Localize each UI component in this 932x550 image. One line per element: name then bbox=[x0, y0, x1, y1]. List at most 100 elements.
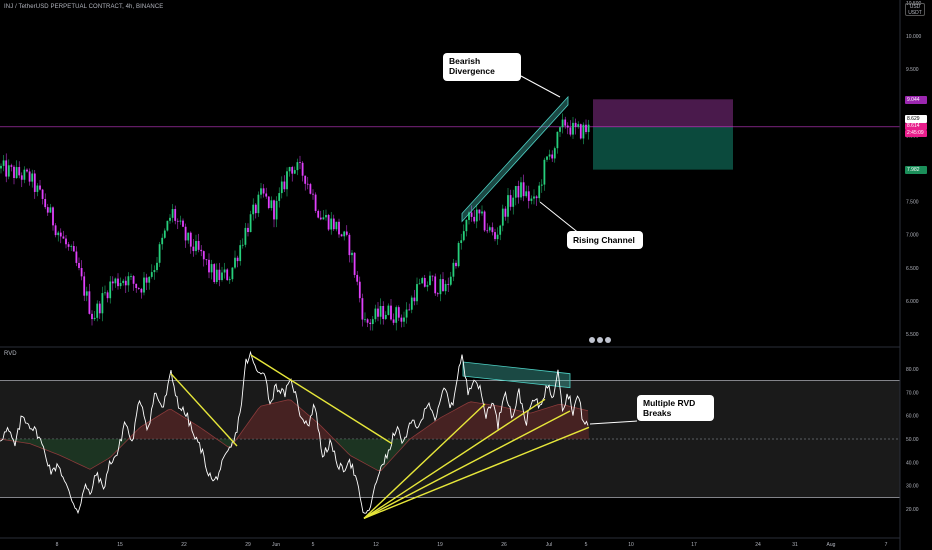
candle bbox=[546, 156, 548, 160]
event-icon[interactable] bbox=[597, 337, 603, 343]
candle bbox=[106, 292, 109, 299]
target-zone[interactable] bbox=[593, 99, 733, 127]
candle bbox=[20, 175, 23, 180]
candle bbox=[153, 270, 156, 273]
multiple-rvd-breaks-line1: Multiple RVD bbox=[643, 398, 696, 408]
candle bbox=[356, 274, 359, 282]
candle bbox=[104, 292, 106, 294]
candle bbox=[421, 278, 424, 284]
candle bbox=[587, 124, 590, 133]
current-price-tag: 8.614 bbox=[905, 123, 927, 130]
price-tick-label: 7.500 bbox=[906, 200, 919, 206]
rvd-tick-label: 60.00 bbox=[906, 414, 919, 420]
candle bbox=[332, 218, 335, 230]
candle bbox=[226, 269, 229, 281]
candle bbox=[566, 125, 569, 128]
candle bbox=[26, 169, 28, 172]
time-tick-label: 7 bbox=[885, 542, 888, 548]
event-icon[interactable] bbox=[605, 337, 611, 343]
time-tick-label: 5 bbox=[312, 542, 315, 548]
currency-badge[interactable]: USD USDT bbox=[905, 3, 925, 16]
rvd-tick-label: 40.00 bbox=[906, 460, 919, 466]
candle bbox=[379, 306, 382, 317]
candle bbox=[452, 262, 455, 277]
candle bbox=[322, 217, 325, 220]
candle bbox=[124, 280, 127, 286]
candle bbox=[254, 204, 257, 214]
candle bbox=[520, 182, 522, 198]
candle bbox=[83, 276, 86, 296]
candle bbox=[416, 284, 418, 302]
rvd-trendline[interactable] bbox=[363, 398, 546, 519]
candle bbox=[418, 283, 421, 285]
candle bbox=[351, 252, 353, 256]
candle bbox=[436, 293, 439, 295]
bearish-divergence-callout: Bearish Divergence bbox=[443, 53, 521, 81]
rising-channel[interactable] bbox=[461, 95, 569, 223]
candle bbox=[267, 196, 270, 209]
rvd-tick-label: 20.00 bbox=[906, 507, 919, 513]
candle bbox=[189, 232, 192, 247]
candle bbox=[80, 268, 83, 277]
candle bbox=[304, 175, 307, 184]
price-tick-label: 7.000 bbox=[906, 233, 919, 239]
candle bbox=[561, 119, 564, 128]
candle bbox=[306, 183, 309, 185]
rvd-line bbox=[0, 350, 589, 515]
rvd-pane[interactable] bbox=[0, 350, 900, 519]
candle bbox=[5, 160, 8, 177]
candle bbox=[434, 276, 437, 294]
candle bbox=[249, 214, 252, 233]
candle bbox=[444, 283, 447, 292]
rvd-channel[interactable] bbox=[462, 361, 571, 389]
last-price-tag: 8.629 bbox=[905, 115, 927, 123]
candle bbox=[223, 269, 226, 273]
rvd-trendline[interactable] bbox=[363, 410, 571, 519]
candle bbox=[559, 127, 561, 132]
candle bbox=[234, 257, 236, 268]
candle bbox=[130, 276, 132, 277]
candle bbox=[270, 200, 273, 209]
candle bbox=[13, 166, 15, 179]
candle bbox=[62, 236, 65, 239]
candle bbox=[114, 278, 117, 284]
time-tick-label: 10 bbox=[628, 542, 634, 548]
candle bbox=[205, 259, 208, 261]
candle bbox=[564, 119, 567, 126]
rvd-tick-label: 30.00 bbox=[906, 484, 919, 490]
multiple-rvd-breaks-callout: Multiple RVD Breaks bbox=[637, 395, 714, 421]
candle bbox=[481, 211, 483, 214]
candle bbox=[140, 288, 143, 293]
candle bbox=[494, 232, 496, 240]
candle bbox=[148, 276, 151, 283]
candle bbox=[504, 208, 507, 217]
candle bbox=[340, 234, 343, 237]
rvd-trendline[interactable] bbox=[170, 373, 238, 447]
candle bbox=[353, 252, 356, 275]
candle bbox=[200, 249, 203, 252]
candle bbox=[202, 251, 205, 260]
candle bbox=[57, 232, 60, 236]
time-tick-label: 24 bbox=[755, 542, 761, 548]
candle bbox=[309, 184, 312, 194]
rvd-trendline[interactable] bbox=[363, 426, 590, 519]
candle bbox=[257, 194, 260, 214]
time-tick-label: 22 bbox=[181, 542, 187, 548]
rvd-trendline[interactable] bbox=[250, 354, 393, 445]
rvd-indicator-label[interactable]: RVD bbox=[4, 351, 17, 357]
candle bbox=[0, 165, 2, 169]
candle bbox=[314, 194, 317, 211]
candle bbox=[96, 303, 99, 318]
candle bbox=[247, 227, 249, 233]
candle bbox=[39, 185, 41, 190]
candle bbox=[395, 307, 398, 323]
time-tick-label: 31 bbox=[792, 542, 798, 548]
rvd-trendline[interactable] bbox=[363, 403, 486, 519]
time-tick-label: Aug bbox=[827, 542, 836, 548]
stop-zone[interactable] bbox=[593, 126, 733, 170]
candle bbox=[213, 264, 216, 283]
price-pane[interactable] bbox=[0, 75, 900, 343]
event-icon[interactable] bbox=[589, 337, 595, 343]
candle bbox=[527, 191, 530, 201]
candle bbox=[470, 212, 473, 217]
